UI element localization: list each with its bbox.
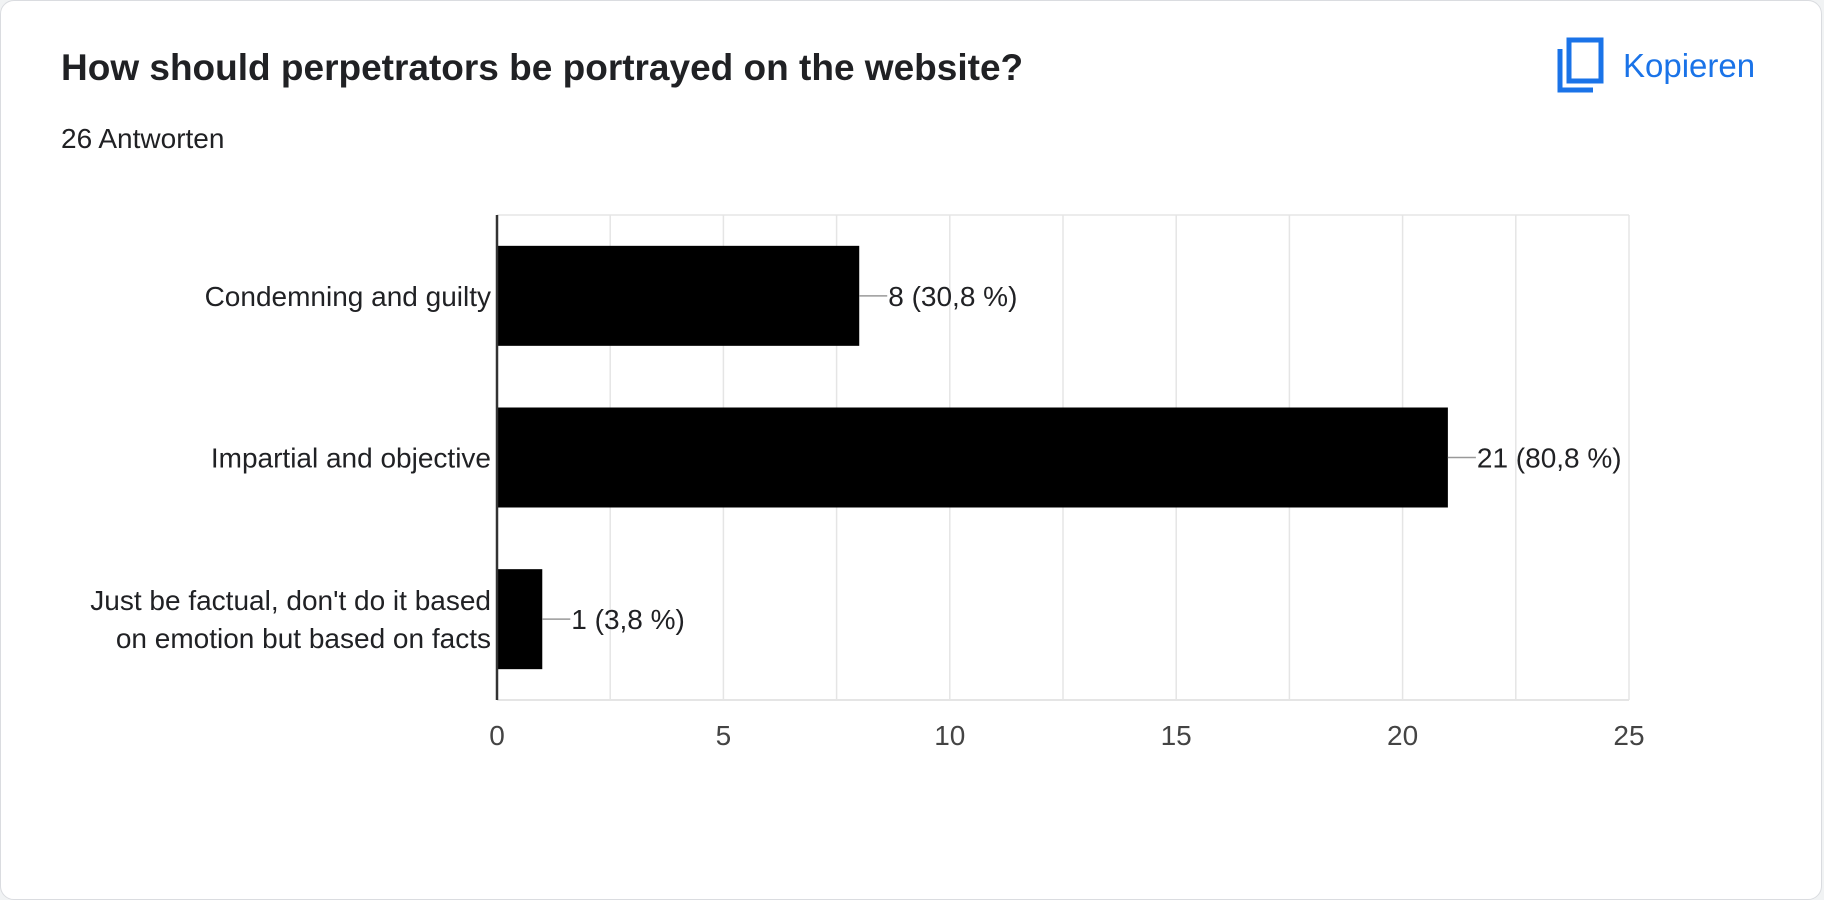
category-label: on emotion but based on facts (116, 623, 491, 654)
x-tick-label: 0 (489, 720, 505, 751)
x-tick-label: 20 (1387, 720, 1418, 751)
bar (497, 407, 1448, 508)
response-count: 26 Antworten (61, 123, 225, 154)
question-title: How should perpetrators be portrayed on … (61, 47, 1024, 88)
copy-button[interactable]: Kopieren (1541, 31, 1769, 101)
bar (497, 245, 860, 346)
data-label: 1 (3,8 %) (571, 604, 685, 635)
x-tick-label: 25 (1613, 720, 1644, 751)
data-label: 21 (80,8 %) (1477, 443, 1622, 474)
x-tick-label: 10 (934, 720, 965, 751)
bar-chart: 0 5 10 15 20 25 8 (30,8 %) Condemning and guilt… (90, 214, 1645, 751)
bar (497, 569, 543, 670)
category-label: Condemning and guilty (205, 281, 491, 312)
data-label: 8 (30,8 %) (888, 281, 1017, 312)
x-tick-label: 5 (716, 720, 732, 751)
copy-button-label: Kopieren (1623, 47, 1756, 84)
category-label: Impartial and objective (211, 443, 491, 474)
category-label: Just be factual, don't do it based (90, 585, 491, 616)
x-tick-label: 15 (1161, 720, 1192, 751)
copy-icon (1557, 37, 1604, 93)
